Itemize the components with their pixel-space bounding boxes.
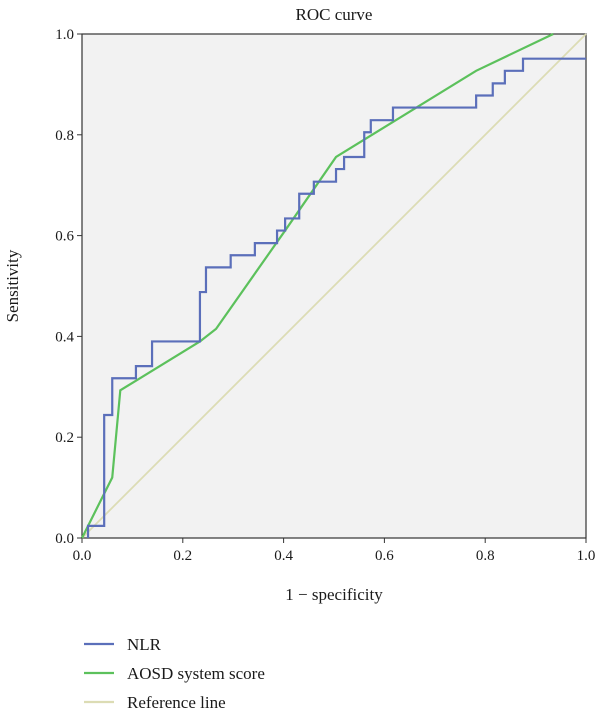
x-axis-title: 1 − specificity (285, 585, 383, 604)
chart-title: ROC curve (296, 5, 373, 24)
axis-ticks: 0.0 0.2 0.4 0.6 0.8 1.0 0.0 0.2 0.4 0.6 0.8 1.0 (55, 27, 595, 564)
y-tick-label: 0.6 (55, 229, 74, 245)
legend: NLR AOSD system score Reference line (84, 635, 265, 712)
legend-label-reference-line: Reference line (127, 693, 226, 712)
y-tick-label: 0.0 (55, 531, 74, 547)
x-tick-label: 0.6 (375, 548, 394, 564)
y-tick-label: 0.4 (55, 329, 74, 345)
reference-line-layer (81, 33, 587, 539)
legend-label-aosd-system-score: AOSD system score (127, 664, 265, 683)
x-tick-label: 0.0 (73, 548, 92, 564)
legend-label-nlr: NLR (127, 635, 162, 654)
series-line-aosd-system-score (81, 33, 554, 539)
series-line-nlr (86, 57, 586, 538)
series-layer (81, 33, 586, 539)
x-tick-label: 0.8 (476, 548, 495, 564)
x-tick-label: 0.2 (173, 548, 192, 564)
series-line-reference-line (81, 33, 587, 539)
x-tick-label: 0.4 (274, 548, 293, 564)
y-axis-title: Sensitivity (3, 249, 22, 322)
y-tick-label: 0.2 (55, 430, 74, 446)
y-tick-label: 0.8 (55, 128, 74, 144)
y-tick-label: 1.0 (55, 27, 74, 43)
x-tick-label: 1.0 (577, 548, 596, 564)
